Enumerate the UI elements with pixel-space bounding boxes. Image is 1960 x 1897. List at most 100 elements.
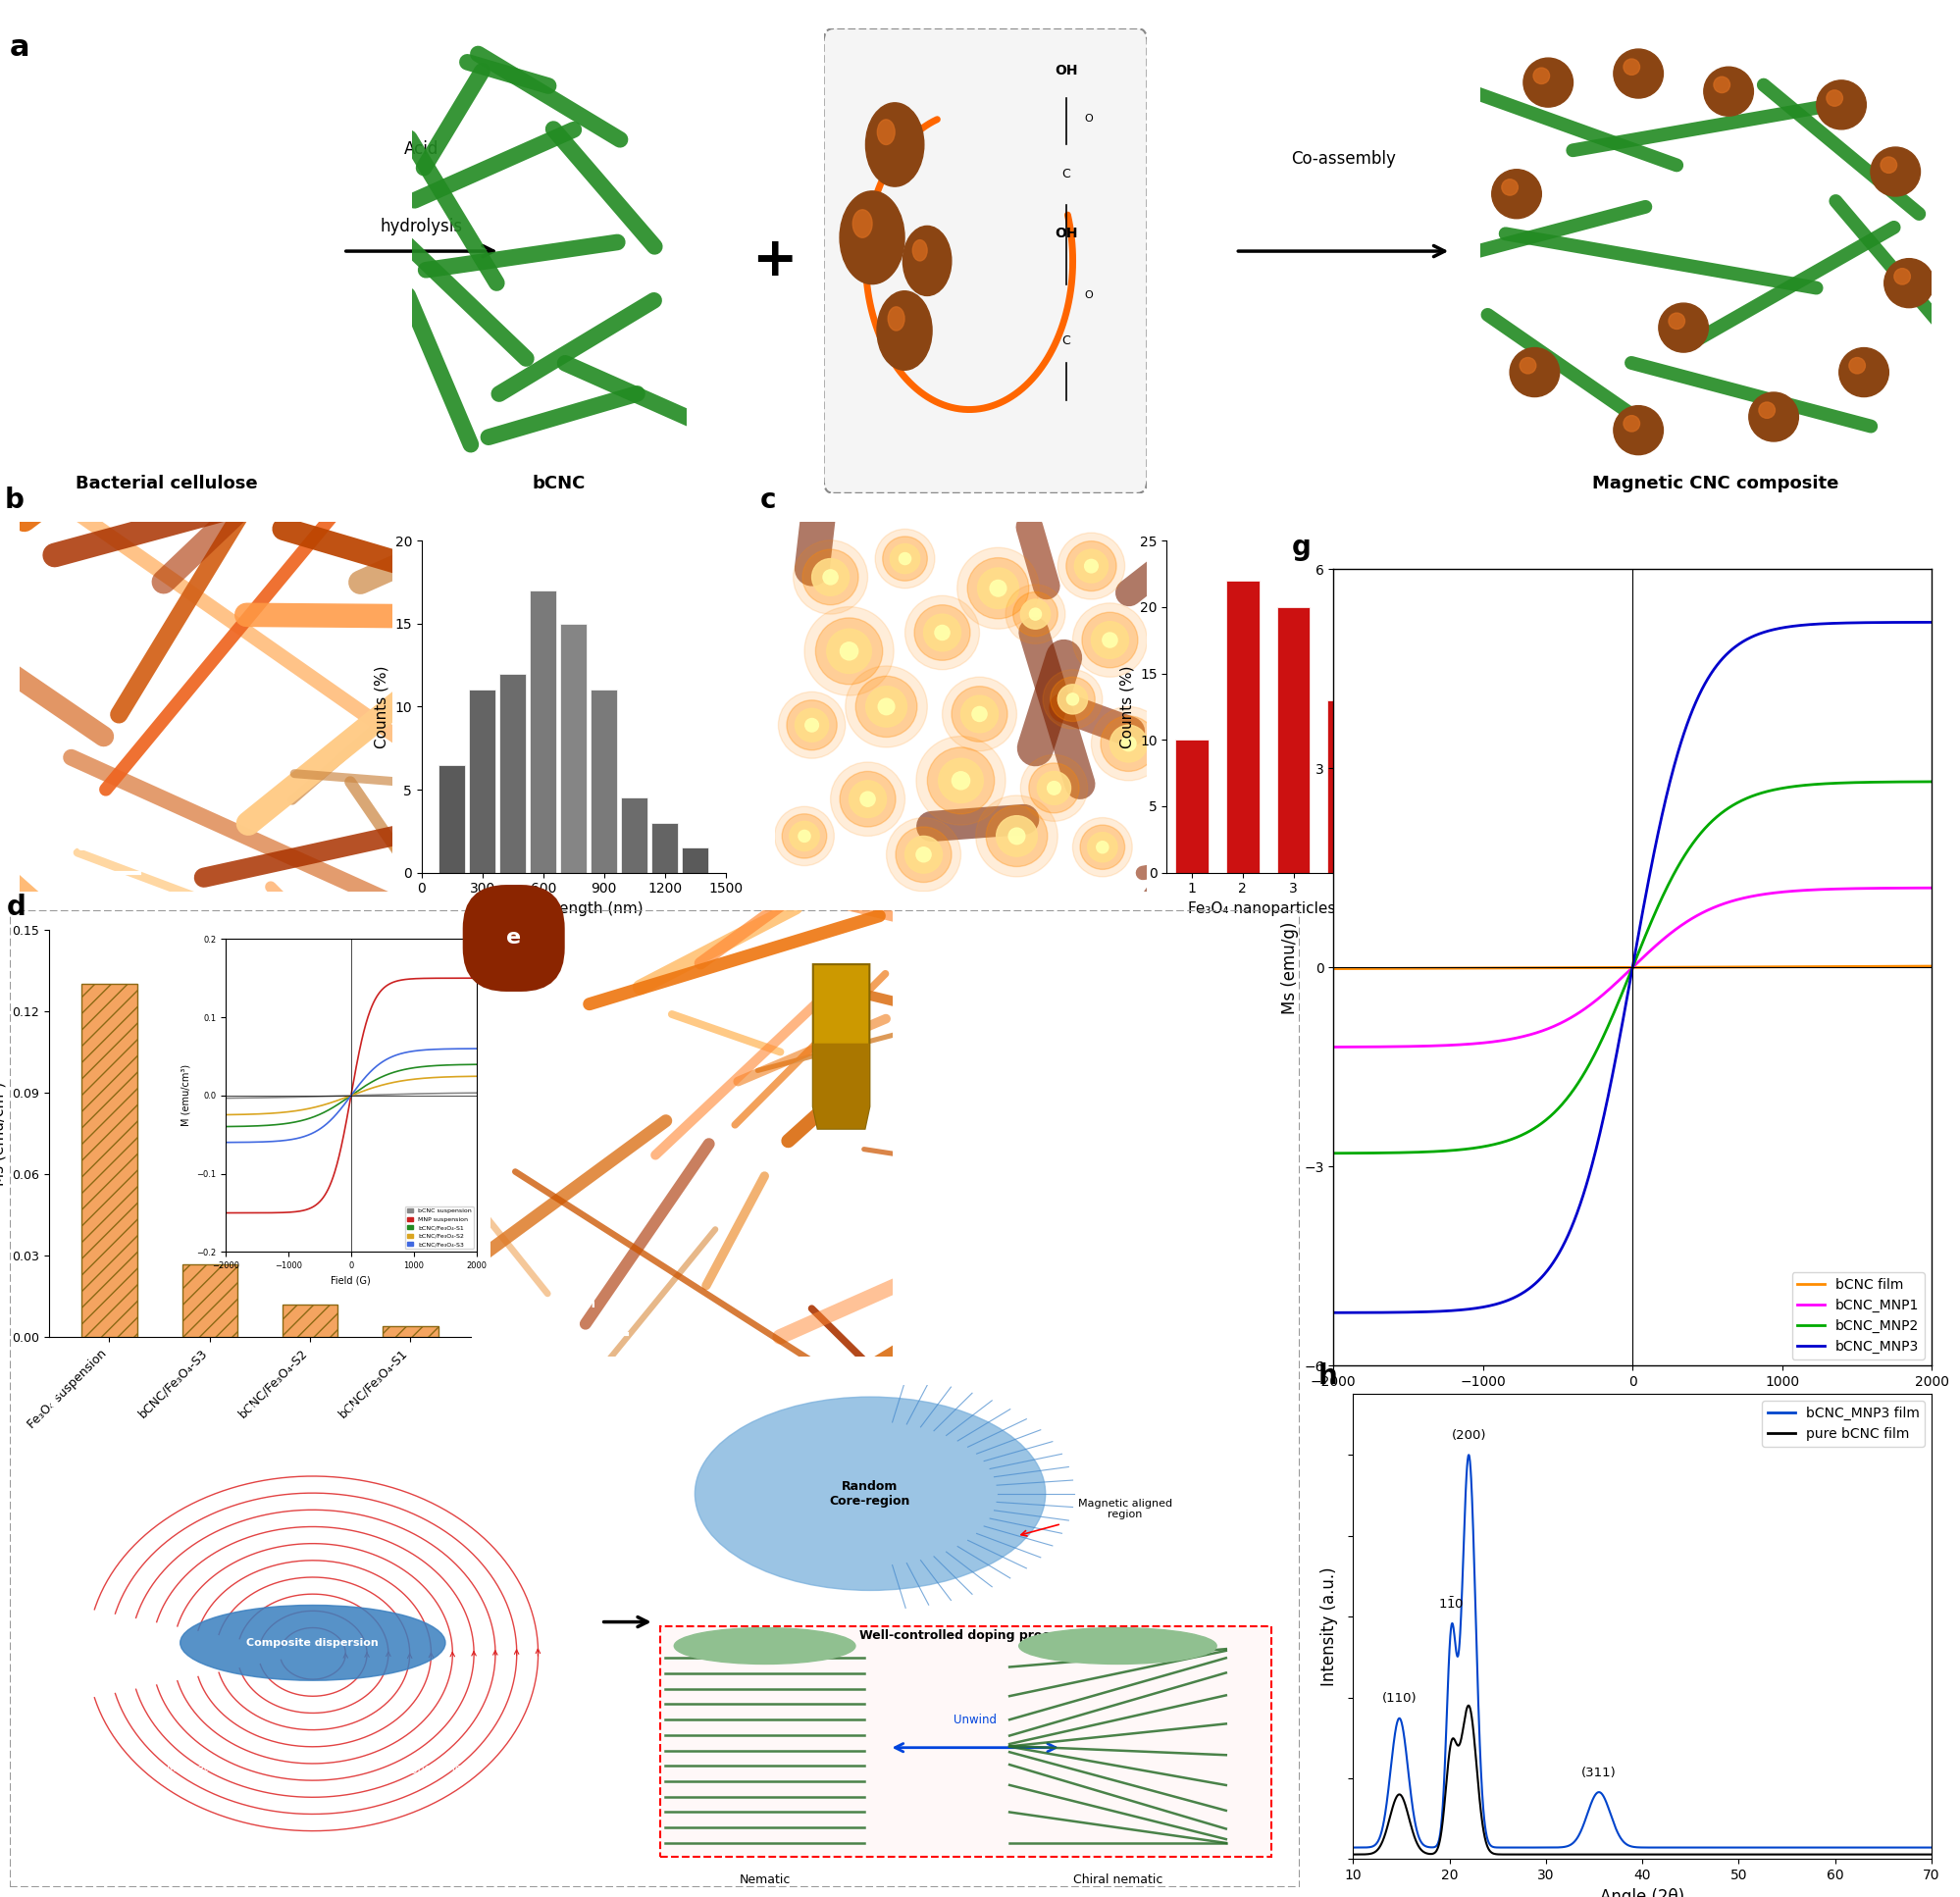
bCNC/Fe₃O₄-S1 (327, 1093, 351, 1115)
Text: bCNC: bCNC (531, 474, 586, 491)
Circle shape (1090, 706, 1164, 780)
Circle shape (815, 618, 882, 685)
Circle shape (1533, 68, 1548, 83)
Line: bCNC/Fe₃O₄-S3: bCNC/Fe₃O₄-S3 (225, 1049, 476, 1142)
Text: hydrolysis: hydrolysis (380, 218, 463, 235)
Bar (182, 1263, 237, 1337)
Line: pure bCNC film: pure bCNC film (1352, 1705, 1931, 1855)
Circle shape (792, 541, 866, 615)
bCNC_MNP3 film (1903, 1836, 1927, 1859)
Text: Nd Magnet: Nd Magnet (147, 1764, 208, 1774)
Circle shape (806, 719, 817, 732)
Text: Fe$_3$O$_4$ nanoparticles: Fe$_3$O$_4$ nanoparticles (894, 472, 1094, 493)
bCNC/Fe₃O₄-S1 (361, 1070, 384, 1093)
Text: 100 nm: 100 nm (798, 840, 855, 854)
Circle shape (906, 596, 980, 670)
bCNC/Fe₃O₄-S1 (259, 1114, 282, 1136)
bCNC_MNP2 (1427, 1140, 1450, 1163)
Bar (659, 1626, 1270, 1857)
Circle shape (915, 848, 931, 861)
pure bCNC film (1456, 1694, 1480, 1717)
Bar (468, 691, 496, 873)
Circle shape (1088, 833, 1117, 861)
pure bCNC film (1525, 1844, 1548, 1867)
Circle shape (1838, 347, 1887, 396)
Circle shape (1029, 609, 1041, 620)
Circle shape (1096, 840, 1107, 854)
bCNC_MNP2 (1919, 770, 1942, 793)
Circle shape (896, 827, 951, 882)
Circle shape (1509, 347, 1558, 396)
Text: 1$\bar{1}$0: 1$\bar{1}$0 (1439, 1597, 1464, 1612)
Circle shape (886, 818, 960, 892)
Text: (311): (311) (1580, 1766, 1615, 1779)
bCNC film (1919, 954, 1942, 977)
bCNC/Fe₃O₄-S1 (380, 1060, 404, 1083)
Text: Magnetic field-assisted self-assembly: Magnetic field-assisted self-assembly (210, 1834, 416, 1844)
Circle shape (1668, 313, 1684, 328)
MNP suspension (402, 967, 425, 990)
Bar (439, 764, 465, 873)
Circle shape (1056, 533, 1125, 599)
bCNC/Fe₃O₄-S2 (380, 1072, 404, 1095)
Circle shape (1848, 357, 1864, 374)
Text: Random
Core-region: Random Core-region (829, 1480, 909, 1508)
bCNC_MNP1 (1474, 1032, 1497, 1055)
Text: Magnetic-assisted artificial alignment: Magnetic-assisted artificial alignment (182, 1402, 443, 1415)
Circle shape (1884, 258, 1933, 307)
Line: bCNC/Fe₃O₄-S1: bCNC/Fe₃O₄-S1 (225, 1064, 476, 1127)
Y-axis label: Counts (%): Counts (%) (374, 666, 390, 747)
Circle shape (1066, 541, 1115, 592)
Circle shape (915, 736, 1005, 825)
bCNC film (1427, 956, 1450, 979)
Circle shape (1037, 772, 1070, 804)
Circle shape (794, 708, 829, 742)
bCNC_MNP3 (1474, 1296, 1497, 1318)
Bar (682, 848, 708, 873)
bCNC film (1321, 958, 1345, 981)
Circle shape (839, 192, 904, 285)
bCNC film (1474, 956, 1497, 979)
bCNC/Fe₃O₄-S2 (402, 1068, 425, 1091)
bCNC/Fe₃O₄-S2 (214, 1104, 237, 1127)
bCNC/Fe₃O₄-S2 (278, 1100, 302, 1123)
Line: bCNC_MNP2: bCNC_MNP2 (1333, 782, 1931, 1153)
Circle shape (1019, 755, 1088, 821)
Circle shape (811, 558, 849, 596)
Text: g: g (1292, 533, 1311, 562)
Circle shape (956, 548, 1039, 630)
bCNC_MNP3 film (1341, 1836, 1364, 1859)
bCNC/Fe₃O₄-S3 (214, 1131, 237, 1153)
bCNC_MNP1 (1321, 1036, 1345, 1059)
Circle shape (1492, 169, 1541, 218)
Text: h: h (1317, 1362, 1337, 1391)
bCNC_MNP1 (1427, 1034, 1450, 1057)
bCNC_MNP3 (1919, 611, 1942, 634)
Circle shape (1019, 599, 1051, 630)
bCNC_MNP3 film (1688, 1836, 1711, 1859)
Line: bCNC/Fe₃O₄-S2: bCNC/Fe₃O₄-S2 (225, 1076, 476, 1115)
Circle shape (855, 675, 917, 738)
Text: +: + (751, 235, 798, 286)
Circle shape (1013, 592, 1056, 635)
Text: b: b (4, 488, 24, 514)
Circle shape (902, 226, 951, 296)
bCNC_MNP2 (1674, 842, 1697, 865)
Circle shape (996, 816, 1037, 856)
Bar (82, 985, 137, 1337)
Text: (200): (200) (1450, 1428, 1486, 1442)
Circle shape (1090, 622, 1127, 658)
Circle shape (839, 772, 896, 827)
Text: C: C (1062, 334, 1070, 347)
Circle shape (1758, 402, 1774, 417)
Circle shape (1893, 267, 1909, 285)
X-axis label: BCNC Length (nm): BCNC Length (nm) (504, 901, 643, 916)
pure bCNC film (1903, 1844, 1927, 1867)
Circle shape (890, 544, 919, 573)
Circle shape (976, 795, 1056, 876)
Circle shape (1005, 584, 1064, 643)
bCNC/Fe₃O₄-S2 (361, 1076, 384, 1098)
bCNC film (1674, 956, 1697, 979)
Bar (1429, 833, 1460, 873)
bCNC_MNP1 (1919, 876, 1942, 899)
